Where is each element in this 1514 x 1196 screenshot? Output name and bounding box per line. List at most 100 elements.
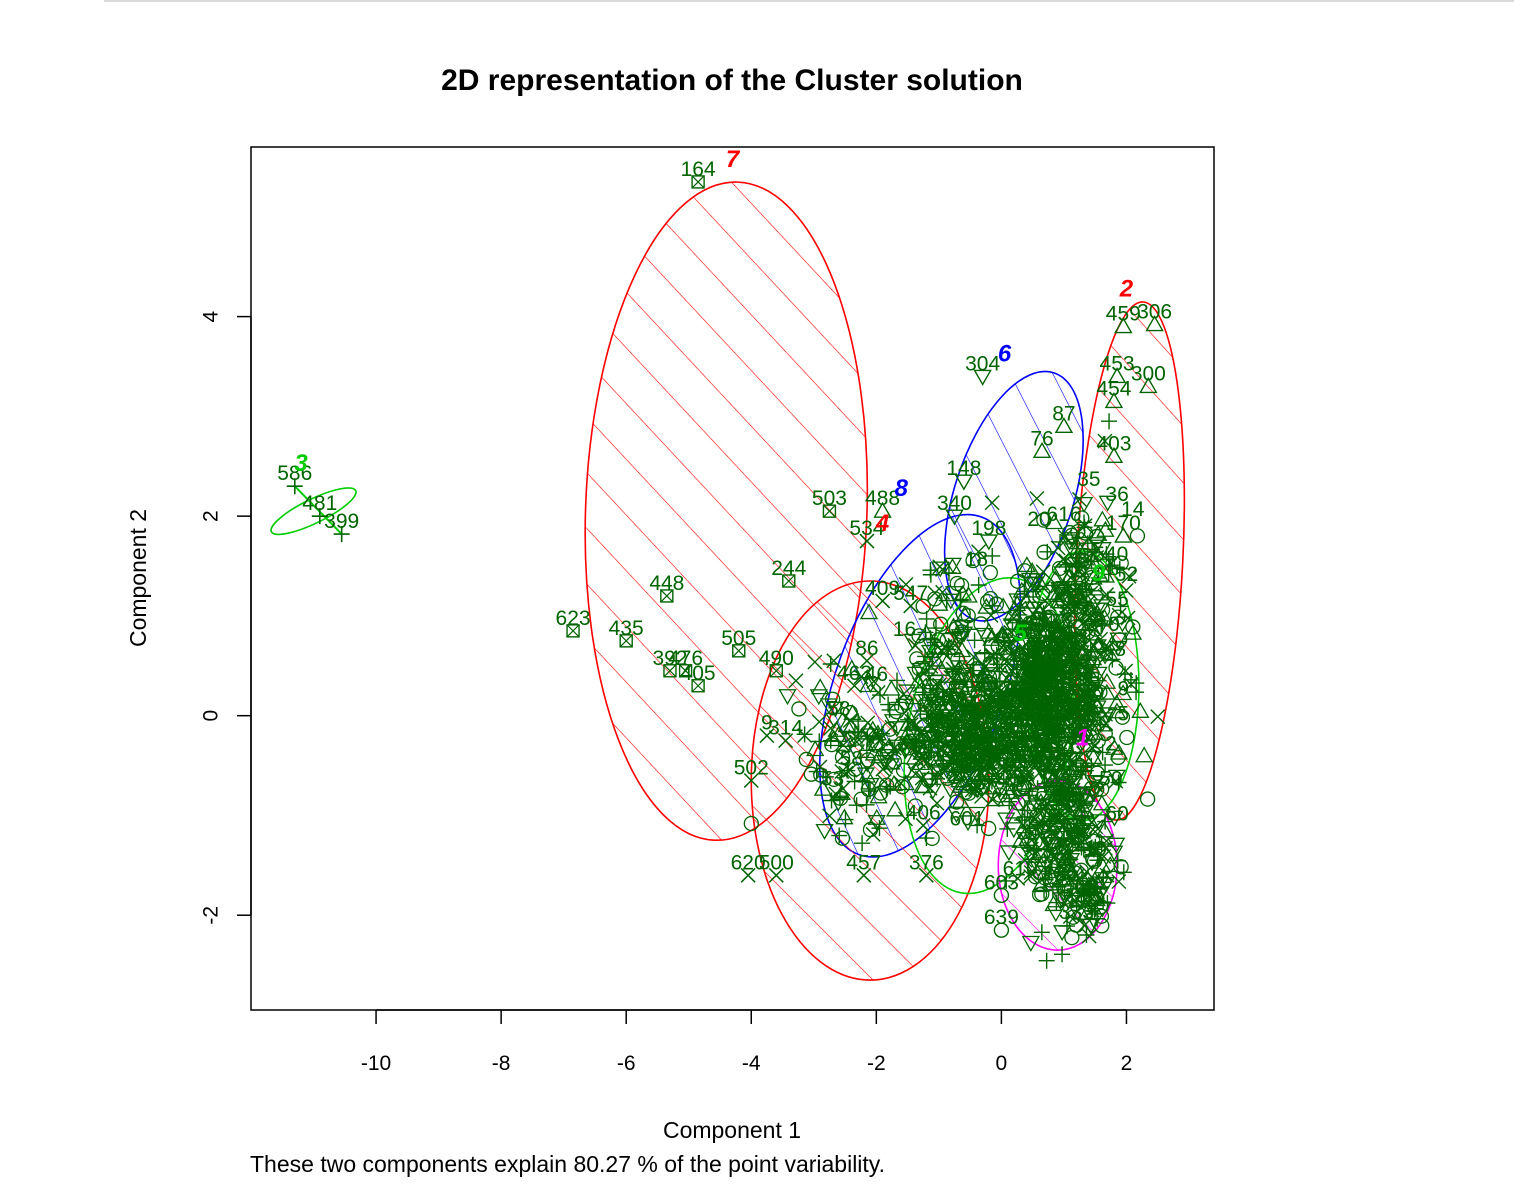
dense-point: [859, 676, 878, 693]
dense-point: [1034, 615, 1051, 632]
point-198: 198: [971, 517, 1006, 551]
point-marker-x: [732, 644, 746, 658]
dense-point: [1099, 647, 1115, 663]
dense-point: [970, 576, 987, 593]
dense-point: [981, 820, 997, 837]
dense-point: [1059, 693, 1076, 710]
dense-point-label: 0: [1108, 613, 1120, 636]
cluster-label-9: 9: [1092, 560, 1106, 587]
dense-point: [1060, 791, 1077, 808]
point-marker: [1032, 441, 1052, 458]
dense-point: [1084, 750, 1103, 767]
dense-point-label: 58: [840, 748, 863, 771]
dense-point: [1059, 918, 1075, 935]
dense-point: [986, 721, 1005, 738]
dense-point: [1088, 684, 1104, 701]
dense-point-label: 20: [1027, 508, 1050, 531]
dense-point: [1121, 568, 1137, 584]
point-marker: [873, 501, 892, 518]
dense-point: [817, 768, 834, 785]
dense-point: [1055, 889, 1075, 906]
point-marker: [1139, 377, 1158, 394]
point-marker: [903, 598, 919, 614]
point-label: 505: [721, 627, 756, 650]
dense-point: [974, 779, 993, 796]
dense-point: [948, 794, 965, 810]
dense-point: [1054, 885, 1073, 902]
dense-point: [1024, 704, 1043, 721]
dense-point: [1045, 737, 1065, 754]
point-503: 503: [812, 487, 847, 518]
dense-point: [976, 645, 993, 662]
point-476: 476: [668, 647, 703, 678]
dense-point: [1066, 633, 1085, 650]
dense-point: [995, 735, 1011, 751]
dense-point: [861, 777, 880, 794]
dense-point: [925, 674, 944, 691]
dense-point: [1092, 794, 1111, 811]
dense-point: [963, 741, 980, 758]
dense-point: [933, 616, 949, 632]
dense-point: [946, 767, 962, 783]
cluster-label-7: 7: [726, 146, 741, 173]
dense-point: [1043, 716, 1059, 732]
dense-point: [924, 771, 941, 788]
cluster-label-4: 4: [875, 510, 889, 537]
dense-point: [1055, 645, 1074, 662]
dense-point: [945, 740, 964, 757]
dense-point: [1012, 581, 1031, 598]
dense-point: [1083, 780, 1100, 796]
dense-point: [907, 638, 923, 654]
dense-point: [1036, 512, 1052, 528]
dense-point: [966, 755, 985, 772]
dense-point: [921, 726, 940, 743]
point-409: 409: [865, 577, 900, 609]
dense-point-label: 58: [827, 698, 850, 721]
point-marker: [768, 867, 784, 883]
dense-point: [903, 633, 922, 650]
dense-point: [1048, 768, 1067, 785]
cluster-label-2: 2: [1119, 276, 1134, 303]
point-label: 457: [846, 851, 881, 874]
dense-point: [999, 670, 1015, 686]
dense-point: [1054, 691, 1070, 708]
dense-point: [1081, 918, 1100, 935]
dense-point: [1020, 653, 1039, 670]
dense-point: [958, 815, 978, 832]
point-304: 304: [965, 352, 1000, 386]
dense-point: [948, 620, 965, 637]
point-623: 623: [556, 607, 591, 638]
cluster-ellipse-7: [584, 181, 869, 842]
point-label: 603: [984, 871, 1019, 894]
dense-point: [943, 728, 960, 745]
dense-point: [1125, 619, 1141, 635]
dense-point: [1098, 495, 1117, 512]
point-label: 148: [946, 457, 981, 480]
dense-point: [1080, 881, 1097, 898]
point-170: 170: [1106, 512, 1141, 543]
dense-point: [798, 751, 814, 768]
point-244: 244: [771, 557, 807, 588]
dense-point: [1108, 773, 1124, 789]
dense-point: [948, 678, 964, 695]
dense-point: [926, 634, 943, 651]
point-label: 76: [1030, 427, 1053, 450]
dense-point: [1090, 733, 1106, 749]
dense-point: [1055, 551, 1071, 567]
point-marker: [1145, 315, 1164, 332]
dense-point: [982, 564, 998, 581]
dense-point: [1139, 791, 1156, 807]
dense-point: [1088, 636, 1107, 653]
dense-point: [924, 830, 940, 847]
point-label: 300: [1131, 362, 1166, 385]
dense-point: [954, 706, 971, 723]
dense-point: [1006, 769, 1023, 786]
x-tick-label: -8: [492, 1052, 511, 1075]
dense-point: [880, 747, 896, 763]
point-639: 639: [984, 906, 1019, 938]
dense-point: [952, 641, 972, 658]
dense-point: [1011, 831, 1030, 848]
dense-point: [1039, 806, 1058, 823]
dense-point: [1115, 864, 1132, 881]
dense-point: [1020, 572, 1040, 589]
